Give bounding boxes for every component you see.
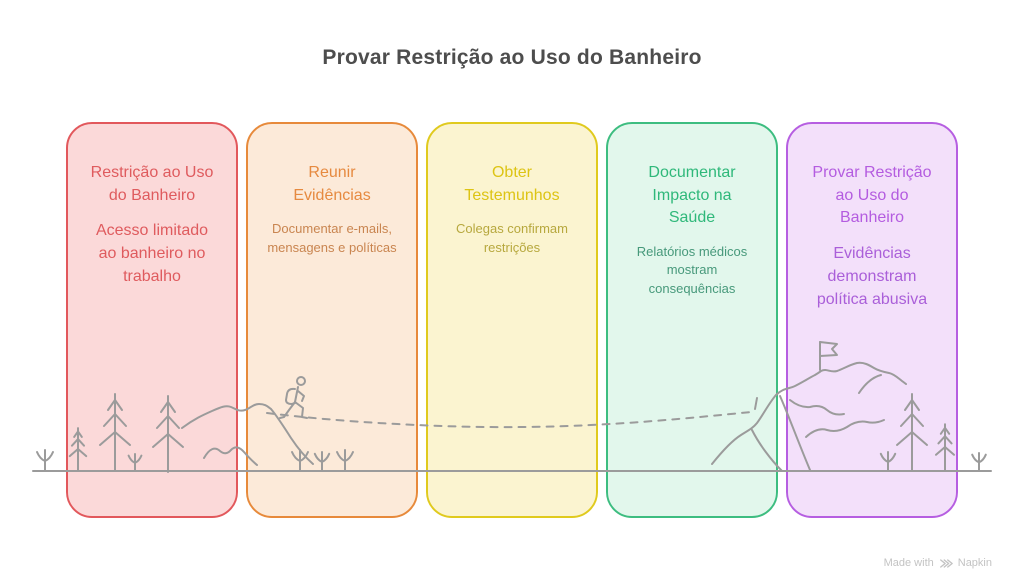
- napkin-logo-icon: [939, 558, 953, 568]
- step-title: Provar Restrição ao Uso do Banheiro: [812, 164, 932, 227]
- step-description: Documentar e-mails, mensagens e política…: [267, 221, 397, 255]
- step-description: Colegas confirmam restrições: [456, 221, 568, 255]
- step-description: Acesso limitado ao banheiro no trabalho: [95, 222, 209, 285]
- step-title: Documentar Impacto na Saúde: [648, 164, 736, 227]
- made-with-label: Made with: [883, 557, 934, 569]
- step-panel-1: Restrição ao Uso do Banheiro Acesso limi…: [66, 122, 238, 518]
- step-title: Restrição ao Uso do Banheiro: [90, 164, 214, 204]
- step-title: Obter Testemunhos: [464, 164, 560, 204]
- made-with-napkin: Made with Napkin: [884, 557, 992, 569]
- brand-label: Napkin: [957, 557, 992, 569]
- step-panel-3: Obter Testemunhos Colegas confirmam rest…: [426, 122, 598, 518]
- step-description: Evidências demonstram política abusiva: [816, 245, 928, 308]
- step-title: Reunir Evidências: [293, 164, 371, 204]
- step-description: Relatórios médicos mostram consequências: [636, 244, 748, 296]
- step-panel-5: Provar Restrição ao Uso do Banheiro Evid…: [786, 122, 958, 518]
- page-title: Provar Restrição ao Uso do Banheiro: [322, 46, 702, 69]
- step-panel-2: Reunir Evidências Documentar e-mails, me…: [246, 122, 418, 518]
- steps-row: Restrição ao Uso do Banheiro Acesso limi…: [66, 122, 958, 518]
- step-panel-4: Documentar Impacto na Saúde Relatórios m…: [606, 122, 778, 518]
